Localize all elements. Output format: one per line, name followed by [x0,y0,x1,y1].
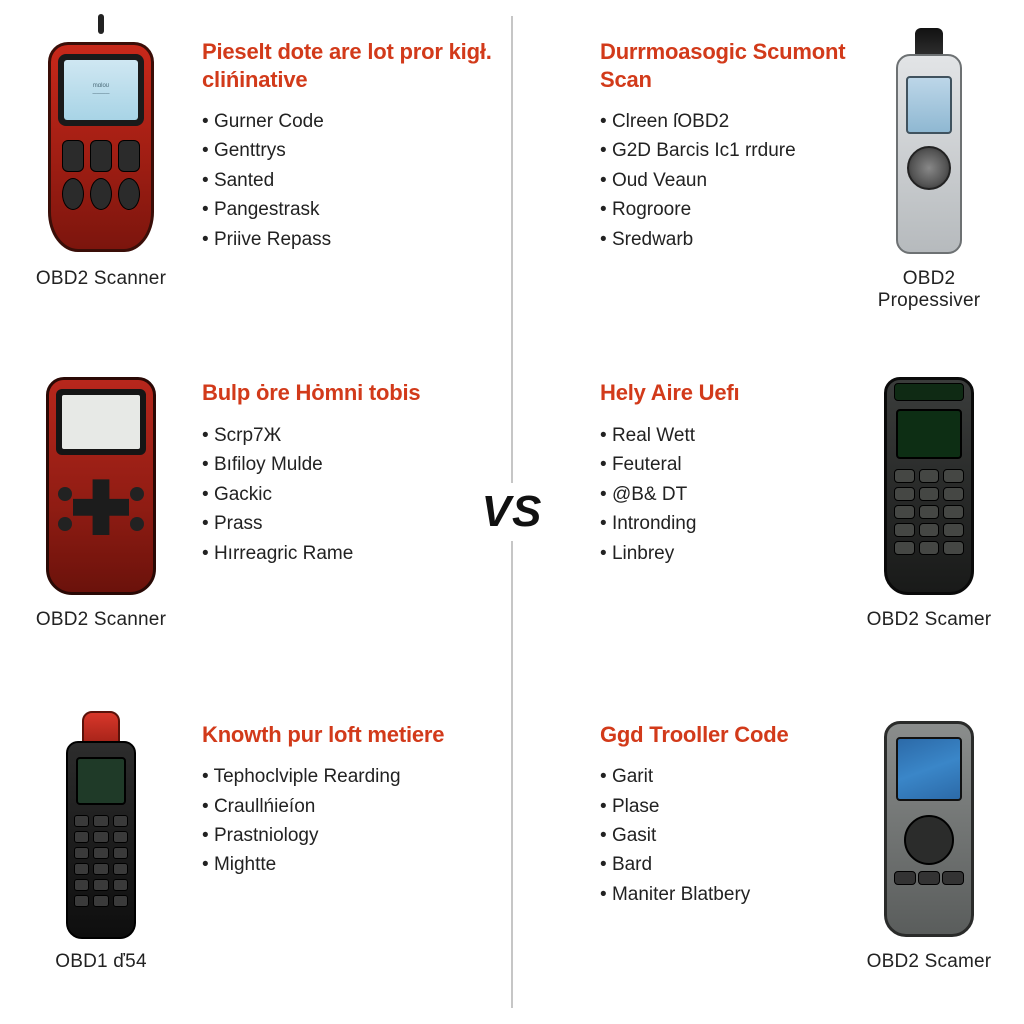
cell-right-1: Durrmoasogic Scumont Scan Clreen ſOBD2 G… [512,0,1024,341]
feature-list: Garit Plase Gasit Bard Maniter Blatbery [600,762,854,909]
bullet: Priive Repass [202,225,492,254]
bullet: Oud Veaun [600,166,854,195]
feature-list: Scrp7Ж Bıfiloy Mulde Gackic Prass Hırrea… [202,421,492,568]
bullet: Clreen ſOBD2 [600,107,854,136]
text-col: Pieselt dote are lot pror kigł. clińinat… [176,28,492,254]
bullet: Intronding [600,509,854,538]
cell-right-3: Ggd Trooller Code Garit Plase Gasit Bard… [512,683,1024,1024]
text-col: Hely Aire Uefı Real Wett Feuteral @B& DT… [560,369,854,568]
bullet: G2D Barcis Ic1 rrdure [600,136,854,165]
cell-right-2: Hely Aire Uefı Real Wett Feuteral @B& DT… [512,341,1024,682]
cell-left-1: mɑloʊ──── OBD2 Scanner Pieselt dote are … [0,0,512,341]
device-silver-scanner-icon [864,28,994,258]
bullet: Tephoclviple Rearding [202,762,492,791]
bullet: Gurner Code [202,107,492,136]
bullet: Feuteral [600,450,854,479]
bullet: Hırreagric Rame [202,539,492,568]
bullet: Rogroore [600,195,854,224]
bullet: Craullńieíon [202,792,492,821]
bullet: Real Wett [600,421,854,450]
bullet: @B& DT [600,480,854,509]
text-col: Ggd Trooller Code Garit Plase Gasit Bard… [560,711,854,910]
cell-left-2: OBD2 Scanner Bulp ȯre Hȯmni tobis Scrp7Ж… [0,341,512,682]
text-col: Knowth pur loft metiere Tephoclviple Rea… [176,711,492,880]
bullet: Linbrey [600,539,854,568]
device-red2-scanner-icon [36,369,166,599]
bullet: Santed [202,166,492,195]
device-col: OBD2 Scamer [854,711,1004,973]
bullet: Sredwarb [600,225,854,254]
device-red-scanner-icon: mɑloʊ──── [36,28,166,258]
feature-heading: Hely Aire Uefı [600,379,854,407]
bullet: Gackic [202,480,492,509]
feature-list: Gurner Code Genttrys Santed Pangestrask … [202,107,492,254]
bullet: Maniter Blatbery [600,880,854,909]
text-col: Bulp ȯre Hȯmni tobis Scrp7Ж Bıfiloy Muld… [176,369,492,568]
device-caption: OBD2 Scamer [867,951,992,973]
bullet: Prastniology [202,821,492,850]
device-caption: OBD2 Scanner [36,268,166,290]
device-col: OBD2 Scanner [26,369,176,631]
device-col: OBD2 Scamer [854,369,1004,631]
bullet: Prass [202,509,492,538]
feature-list: Tephoclviple Rearding Craullńieíon Prast… [202,762,492,880]
feature-heading: Knowth pur loft metiere [202,721,492,749]
device-caption: OBD2 Scamer [867,609,992,631]
bullet: Plase [600,792,854,821]
device-col: mɑloʊ──── OBD2 Scanner [26,28,176,290]
bullet: Pangestrask [202,195,492,224]
device-dark-scanner-icon [864,369,994,599]
bullet: Bard [600,850,854,879]
bullet: Bıfiloy Mulde [202,450,492,479]
bullet: Mightte [202,850,492,879]
device-caption: OBD2 Propessiver [854,268,1004,312]
feature-list: Real Wett Feuteral @B& DT Intronding Lin… [600,421,854,568]
bullet: Garit [600,762,854,791]
device-caption: OBD1 ď54 [55,951,146,973]
device-caption: OBD2 Scanner [36,609,166,631]
text-col: Durrmoasogic Scumont Scan Clreen ſOBD2 G… [560,28,854,254]
bullet: Scrp7Ж [202,421,492,450]
device-col: OBD2 Propessiver [854,28,1004,312]
feature-heading: Bulp ȯre Hȯmni tobis [202,379,492,407]
feature-heading: Pieselt dote are lot pror kigł. clińinat… [202,38,492,93]
feature-heading: Ggd Trooller Code [600,721,854,749]
device-col: OBD1 ď54 [26,711,176,973]
bullet: Gasit [600,821,854,850]
bullet: Genttrys [202,136,492,165]
device-gray-scanner-icon [864,711,994,941]
cell-left-3: OBD1 ď54 Knowth pur loft metiere Tephocl… [0,683,512,1024]
comparison-grid: mɑloʊ──── OBD2 Scanner Pieselt dote are … [0,0,1024,1024]
device-black-remote-icon [36,711,166,941]
feature-heading: Durrmoasogic Scumont Scan [600,38,854,93]
feature-list: Clreen ſOBD2 G2D Barcis Ic1 rrdure Oud V… [600,107,854,254]
